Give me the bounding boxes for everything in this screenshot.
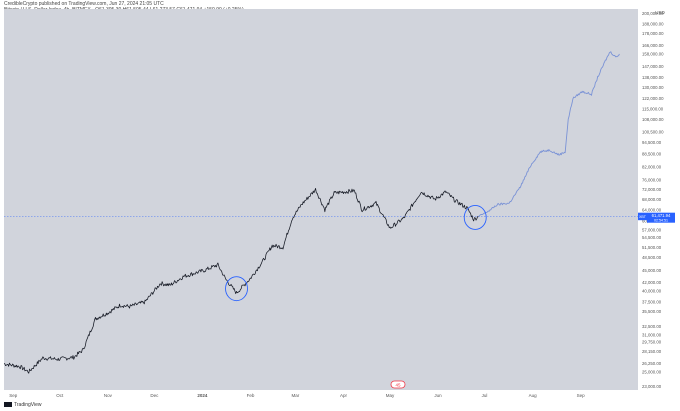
price-tag-value: 61,471.94 <box>652 213 671 218</box>
y-tick-label: 23,000.00 <box>642 384 662 389</box>
footer-brand: TradingView <box>14 402 42 408</box>
publish-line: CredibleCrypto published on TradingView.… <box>4 1 164 7</box>
y-tick-label: 29,750.00 <box>642 339 662 344</box>
y-tick-label: 48,500.00 <box>642 255 662 260</box>
x-tick-label: Feb <box>247 393 255 398</box>
time-axis[interactable] <box>4 390 638 402</box>
projection-series <box>478 51 620 217</box>
y-tick-label: 42,000.00 <box>642 280 662 285</box>
y-tick-label: 108,000.00 <box>642 117 664 122</box>
y-tick-label: 100,500.00 <box>642 130 664 135</box>
y-tick-label: 147,000.00 <box>642 64 664 69</box>
price-tag-countdown: 02:54:51 <box>654 219 668 223</box>
y-tick-label: 32,500.00 <box>642 324 662 329</box>
x-tick-label: Sep <box>577 393 586 398</box>
chart-footer: TradingView <box>4 402 42 408</box>
price-line <box>3 187 479 374</box>
annotation-circle-2[interactable] <box>463 205 487 230</box>
y-tick-label: 35,500.00 <box>642 309 662 314</box>
x-tick-label: Nov <box>104 393 113 398</box>
x-tick-label: Oct <box>56 393 64 398</box>
events-badge[interactable]: 45 <box>390 380 406 389</box>
y-tick-label: 178,000.00 <box>642 31 664 36</box>
y-tick-label: 45,000.00 <box>642 268 662 273</box>
y-tick-label: 200,000.00 <box>642 11 664 16</box>
y-tick-label: 115,000.00 <box>642 106 664 111</box>
y-tick-label: 82,000.00 <box>642 165 662 170</box>
y-tick-label: 122,000.00 <box>642 96 664 101</box>
y-tick-label: 25,000.00 <box>642 369 662 374</box>
y-tick-label: 26,250.00 <box>642 361 662 366</box>
tradingview-logo-icon <box>4 402 12 408</box>
y-tick-label: 54,500.00 <box>642 235 662 240</box>
y-tick-label: 51,500.00 <box>642 245 662 250</box>
price-tag-symbol: XBT <box>639 215 647 219</box>
x-tick-label: May <box>386 393 395 398</box>
y-tick-label: 31,000.00 <box>642 332 662 337</box>
y-tick-label: 166,000.00 <box>642 43 664 48</box>
y-tick-label: 40,000.00 <box>642 288 662 293</box>
y-tick-label: 94,500.00 <box>642 140 662 145</box>
x-tick-label: Jul <box>482 393 488 398</box>
events-badge-count: 45 <box>395 382 401 387</box>
projection-line <box>478 51 620 217</box>
y-tick-label: 72,000.00 <box>642 187 662 192</box>
x-tick-label: Jun <box>434 393 442 398</box>
price-series <box>3 187 479 374</box>
x-tick-label: Sep <box>9 393 18 398</box>
price-axis[interactable] <box>638 9 676 390</box>
y-tick-label: 130,000.00 <box>642 85 664 90</box>
y-tick-label: 37,500.00 <box>642 300 662 305</box>
y-tick-label: 76,000.00 <box>642 178 662 183</box>
y-tick-label: 188,000.00 <box>642 22 664 27</box>
x-tick-label: Dec <box>150 393 159 398</box>
y-tick-label: 138,000.00 <box>642 75 664 80</box>
y-tick-label: 88,500.00 <box>642 151 662 156</box>
y-tick-label: 57,000.00 <box>642 227 662 232</box>
y-tick-label: 158,000.00 <box>642 52 664 57</box>
chart-plot-area[interactable] <box>4 9 638 390</box>
x-tick-label: Apr <box>340 393 348 398</box>
y-tick-label: 28,150.00 <box>642 349 662 354</box>
annotation-circle-1[interactable] <box>225 276 248 302</box>
y-tick-label: 64,000.00 <box>642 207 662 212</box>
x-tick-label: Aug <box>529 393 538 398</box>
currency-label: USD <box>655 10 665 15</box>
x-tick-label: 2024 <box>197 393 208 398</box>
y-tick-label: 68,000.00 <box>642 197 662 202</box>
x-tick-label: Mar <box>292 393 300 398</box>
